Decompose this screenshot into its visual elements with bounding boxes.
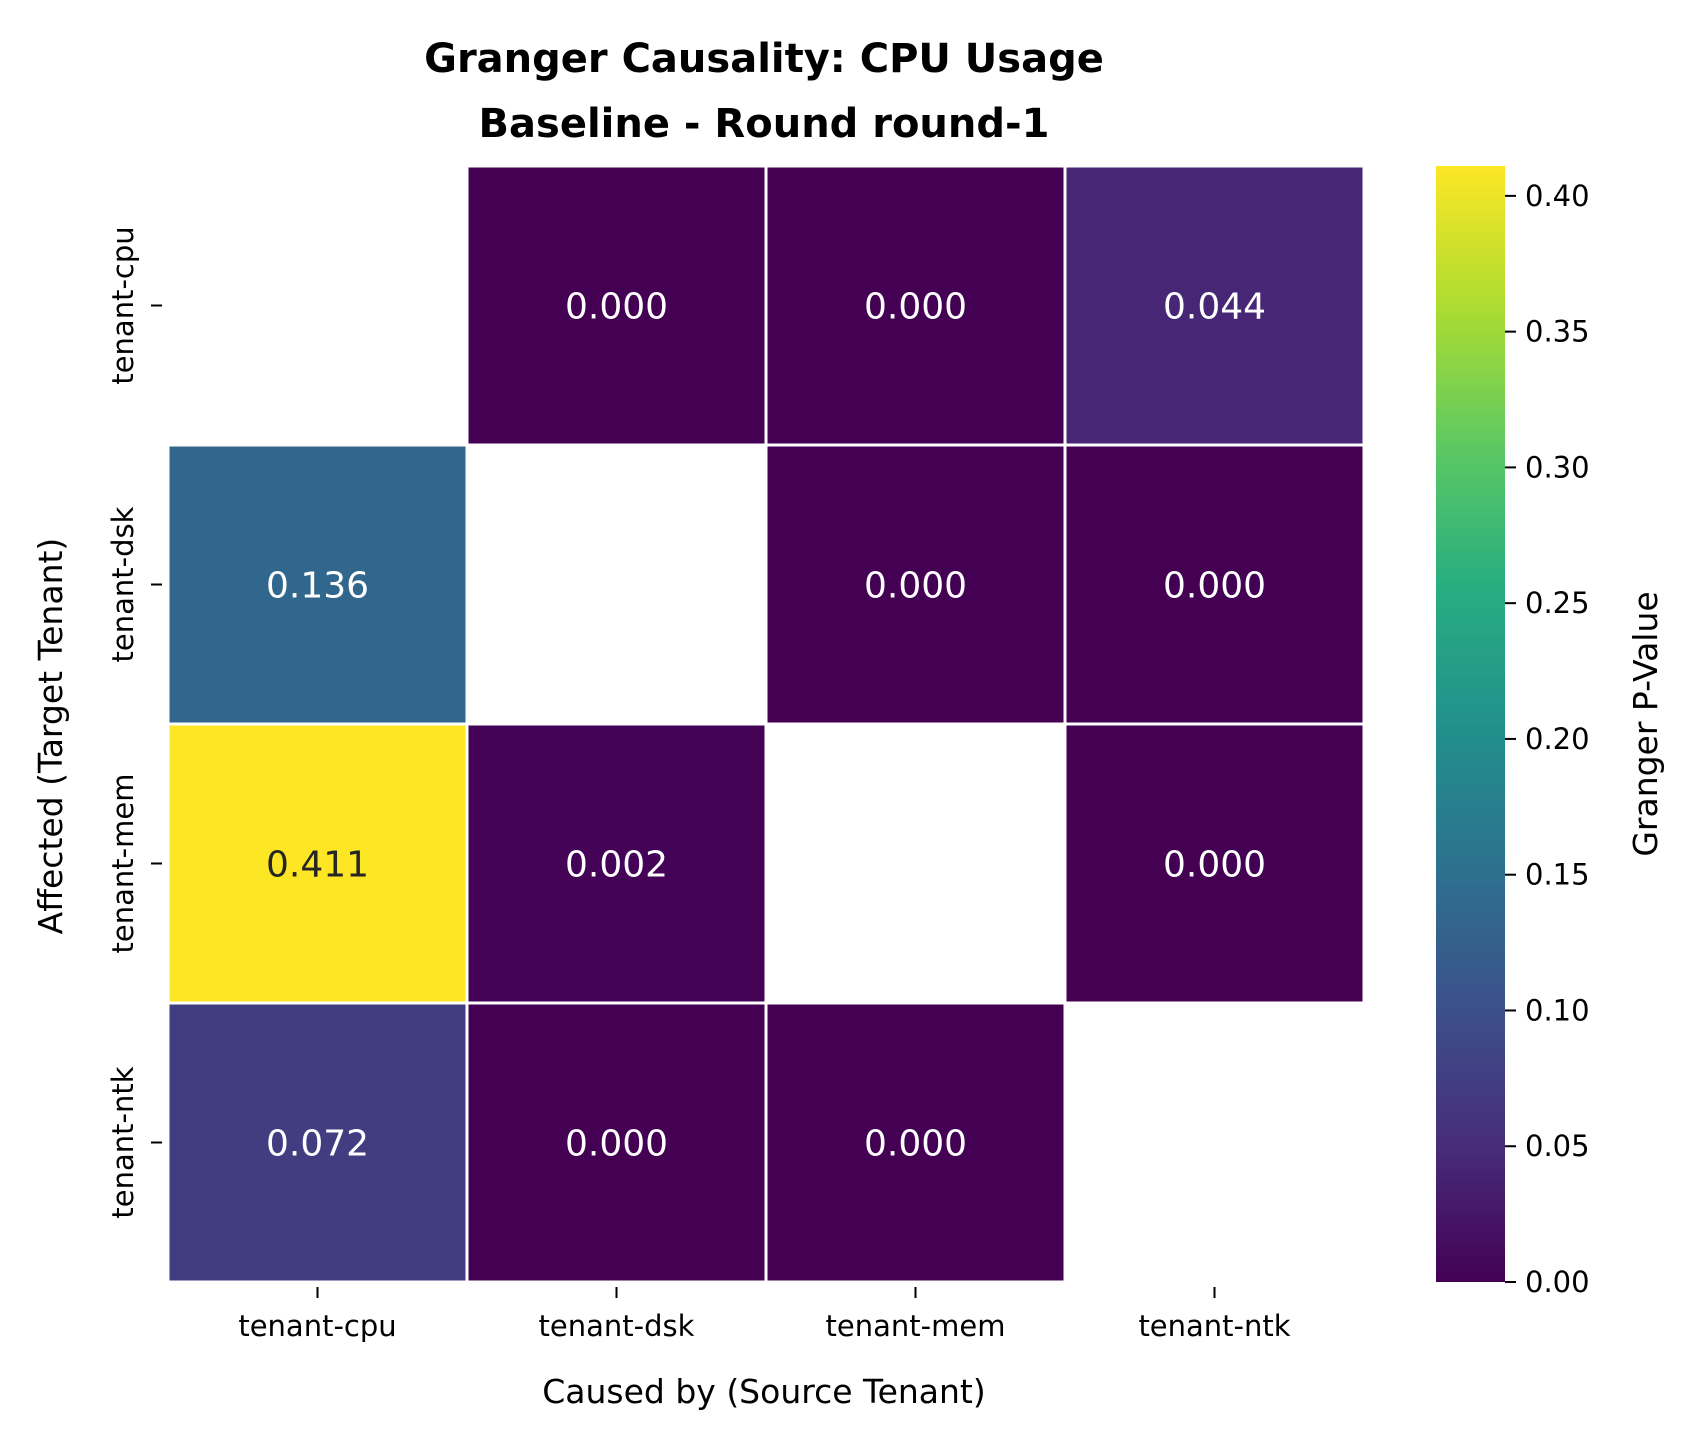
colorbar-tick-label: 0.05 xyxy=(1525,1129,1590,1163)
y-tick-label: tenant-mem xyxy=(106,774,140,954)
heatmap-cell xyxy=(764,1001,1067,1284)
heatmap-cell xyxy=(1063,722,1366,1005)
chart-title: Granger Causality: CPU Usage Baseline - … xyxy=(424,36,1104,147)
cell-value-label: 0.000 xyxy=(565,1124,668,1165)
x-tick-label: tenant-dsk xyxy=(539,1309,695,1343)
colorbar-tick-label: 0.40 xyxy=(1525,179,1590,213)
title-line-1: Granger Causality: CPU Usage xyxy=(424,36,1104,82)
y-tick-label: tenant-ntk xyxy=(106,1066,140,1218)
colorbar-tick-label: 0.15 xyxy=(1525,858,1590,892)
colorbar-tick-label: 0.25 xyxy=(1525,586,1590,620)
cell-value-label: 0.000 xyxy=(1163,566,1266,607)
heatmap-cells: 0.000 0.000 0.044 0.136 0.000 0.000 0.411 0.002… xyxy=(166,164,1366,1284)
colorbar-label: Granger P-Value xyxy=(1626,591,1665,856)
heatmap-cell xyxy=(764,443,1067,726)
cell-value-label: 0.000 xyxy=(1163,845,1266,886)
cell-value-label: 0.136 xyxy=(266,566,369,607)
cell-value-label: 0.000 xyxy=(864,566,967,607)
y-axis-ticks: tenant-cpu tenant-dsk tenant-mem tenant-ntk xyxy=(106,226,162,1219)
heatmap-cell xyxy=(166,443,469,726)
cell-value-label: 0.000 xyxy=(864,1124,967,1165)
colorbar-gradient xyxy=(1436,166,1505,1282)
heatmap-cell xyxy=(166,1001,469,1284)
heatmap-cell xyxy=(1063,164,1366,447)
colorbar-ticks: 0.00 0.05 0.10 0.15 0.20 0.25 0.30 0.35 0.40 xyxy=(1505,179,1590,1299)
y-tick-label: tenant-dsk xyxy=(106,506,140,662)
heatmap-cell xyxy=(1063,443,1366,726)
cell-value-label: 0.411 xyxy=(266,845,369,886)
cell-value-label: 0.000 xyxy=(864,287,967,328)
colorbar-tick-label: 0.30 xyxy=(1525,450,1590,484)
cell-value-label: 0.044 xyxy=(1163,287,1266,328)
heatmap-cell xyxy=(764,164,1067,447)
colorbar: 0.00 0.05 0.10 0.15 0.20 0.25 0.30 0.35 0.40 Gra… xyxy=(1436,166,1665,1299)
title-line-2: Baseline - Round round-1 xyxy=(479,101,1050,147)
colorbar-tick-label: 0.20 xyxy=(1525,722,1590,756)
x-axis-label: Caused by (Source Tenant) xyxy=(542,1372,986,1411)
colorbar-tick-label: 0.00 xyxy=(1525,1265,1590,1299)
cell-value-label: 0.000 xyxy=(565,287,668,328)
x-tick-label: tenant-cpu xyxy=(238,1309,396,1343)
cell-value-label: 0.072 xyxy=(266,1124,369,1165)
x-tick-label: tenant-ntk xyxy=(1138,1309,1290,1343)
cell-value-label: 0.002 xyxy=(565,845,668,886)
colorbar-tick-label: 0.35 xyxy=(1525,315,1590,349)
y-axis-label: Affected (Target Tenant) xyxy=(31,538,70,935)
y-tick-label: tenant-cpu xyxy=(106,226,140,384)
heatmap-cell xyxy=(465,164,768,447)
x-tick-label: tenant-mem xyxy=(826,1309,1006,1343)
heatmap-cell xyxy=(465,722,768,1005)
x-axis-ticks: tenant-cpu tenant-dsk tenant-mem tenant-ntk xyxy=(238,1287,1291,1343)
colorbar-tick-label: 0.10 xyxy=(1525,993,1590,1027)
